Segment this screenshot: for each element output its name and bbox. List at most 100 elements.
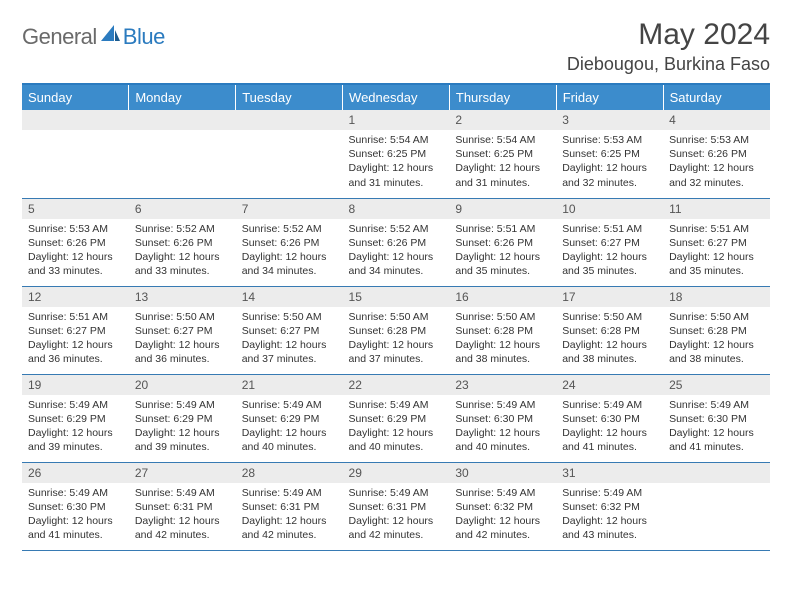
day-details: Sunrise: 5:51 AMSunset: 6:26 PMDaylight:… [449, 219, 556, 283]
sunset-line: Sunset: 6:25 PM [455, 147, 550, 161]
sunrise-line: Sunrise: 5:54 AM [349, 133, 444, 147]
daylight-line: Daylight: 12 hours and 43 minutes. [562, 514, 657, 542]
day-details: Sunrise: 5:49 AMSunset: 6:29 PMDaylight:… [129, 395, 236, 459]
calendar-cell: 5Sunrise: 5:53 AMSunset: 6:26 PMDaylight… [22, 198, 129, 286]
logo-text-general: General [22, 24, 97, 50]
daylight-line: Daylight: 12 hours and 32 minutes. [669, 161, 764, 189]
day-number: 13 [129, 287, 236, 307]
calendar-cell: 8Sunrise: 5:52 AMSunset: 6:26 PMDaylight… [343, 198, 450, 286]
calendar-cell: 27Sunrise: 5:49 AMSunset: 6:31 PMDayligh… [129, 462, 236, 550]
day-header: Wednesday [343, 84, 450, 110]
sunset-line: Sunset: 6:27 PM [242, 324, 337, 338]
day-details: Sunrise: 5:49 AMSunset: 6:31 PMDaylight:… [129, 483, 236, 547]
day-details: Sunrise: 5:51 AMSunset: 6:27 PMDaylight:… [22, 307, 129, 371]
daylight-line: Daylight: 12 hours and 40 minutes. [455, 426, 550, 454]
sunrise-line: Sunrise: 5:49 AM [349, 486, 444, 500]
daylight-line: Daylight: 12 hours and 38 minutes. [455, 338, 550, 366]
day-number: 22 [343, 375, 450, 395]
sunset-line: Sunset: 6:31 PM [349, 500, 444, 514]
day-header: Sunday [22, 84, 129, 110]
day-number: 23 [449, 375, 556, 395]
calendar-cell: 29Sunrise: 5:49 AMSunset: 6:31 PMDayligh… [343, 462, 450, 550]
sunset-line: Sunset: 6:29 PM [135, 412, 230, 426]
day-details: Sunrise: 5:49 AMSunset: 6:31 PMDaylight:… [343, 483, 450, 547]
day-details: Sunrise: 5:50 AMSunset: 6:28 PMDaylight:… [343, 307, 450, 371]
daylight-line: Daylight: 12 hours and 40 minutes. [349, 426, 444, 454]
sunrise-line: Sunrise: 5:52 AM [135, 222, 230, 236]
calendar-cell: 23Sunrise: 5:49 AMSunset: 6:30 PMDayligh… [449, 374, 556, 462]
sunrise-line: Sunrise: 5:51 AM [28, 310, 123, 324]
sunrise-line: Sunrise: 5:50 AM [562, 310, 657, 324]
sunrise-line: Sunrise: 5:52 AM [242, 222, 337, 236]
page-subtitle: Diebougou, Burkina Faso [567, 54, 770, 75]
day-details: Sunrise: 5:49 AMSunset: 6:29 PMDaylight:… [236, 395, 343, 459]
sunrise-line: Sunrise: 5:49 AM [562, 398, 657, 412]
sunrise-line: Sunrise: 5:49 AM [242, 486, 337, 500]
sunrise-line: Sunrise: 5:49 AM [669, 398, 764, 412]
day-number [129, 110, 236, 130]
daylight-line: Daylight: 12 hours and 41 minutes. [562, 426, 657, 454]
daylight-line: Daylight: 12 hours and 31 minutes. [455, 161, 550, 189]
day-details: Sunrise: 5:51 AMSunset: 6:27 PMDaylight:… [556, 219, 663, 283]
sunset-line: Sunset: 6:32 PM [455, 500, 550, 514]
calendar-cell [663, 462, 770, 550]
calendar-week-row: 19Sunrise: 5:49 AMSunset: 6:29 PMDayligh… [22, 374, 770, 462]
day-number: 30 [449, 463, 556, 483]
daylight-line: Daylight: 12 hours and 38 minutes. [669, 338, 764, 366]
sunrise-line: Sunrise: 5:49 AM [455, 486, 550, 500]
sunset-line: Sunset: 6:25 PM [562, 147, 657, 161]
daylight-line: Daylight: 12 hours and 40 minutes. [242, 426, 337, 454]
daylight-line: Daylight: 12 hours and 39 minutes. [28, 426, 123, 454]
sunrise-line: Sunrise: 5:51 AM [562, 222, 657, 236]
calendar-cell: 3Sunrise: 5:53 AMSunset: 6:25 PMDaylight… [556, 110, 663, 198]
sunset-line: Sunset: 6:26 PM [242, 236, 337, 250]
day-number: 17 [556, 287, 663, 307]
day-details: Sunrise: 5:49 AMSunset: 6:30 PMDaylight:… [663, 395, 770, 459]
day-details: Sunrise: 5:54 AMSunset: 6:25 PMDaylight:… [343, 130, 450, 194]
sunrise-line: Sunrise: 5:49 AM [455, 398, 550, 412]
day-details: Sunrise: 5:53 AMSunset: 6:26 PMDaylight:… [22, 219, 129, 283]
sunrise-line: Sunrise: 5:50 AM [669, 310, 764, 324]
sunset-line: Sunset: 6:26 PM [135, 236, 230, 250]
calendar-cell [22, 110, 129, 198]
sunrise-line: Sunrise: 5:49 AM [135, 486, 230, 500]
daylight-line: Daylight: 12 hours and 33 minutes. [28, 250, 123, 278]
sunrise-line: Sunrise: 5:50 AM [135, 310, 230, 324]
sunset-line: Sunset: 6:28 PM [562, 324, 657, 338]
calendar-cell: 24Sunrise: 5:49 AMSunset: 6:30 PMDayligh… [556, 374, 663, 462]
calendar-cell: 16Sunrise: 5:50 AMSunset: 6:28 PMDayligh… [449, 286, 556, 374]
day-number [236, 110, 343, 130]
day-details: Sunrise: 5:50 AMSunset: 6:27 PMDaylight:… [129, 307, 236, 371]
daylight-line: Daylight: 12 hours and 36 minutes. [135, 338, 230, 366]
day-details: Sunrise: 5:50 AMSunset: 6:28 PMDaylight:… [556, 307, 663, 371]
day-number: 18 [663, 287, 770, 307]
sunset-line: Sunset: 6:30 PM [28, 500, 123, 514]
sunrise-line: Sunrise: 5:49 AM [562, 486, 657, 500]
daylight-line: Daylight: 12 hours and 35 minutes. [562, 250, 657, 278]
calendar-cell: 30 Sunrise: 5:49 AMSunset: 6:32 PMDayligh… [449, 462, 556, 550]
daylight-line: Daylight: 12 hours and 41 minutes. [669, 426, 764, 454]
day-details: Sunrise: 5:49 AMSunset: 6:30 PMDaylight:… [556, 395, 663, 459]
sunset-line: Sunset: 6:27 PM [28, 324, 123, 338]
sunrise-line: Sunrise: 5:49 AM [28, 486, 123, 500]
day-number: 9 [449, 199, 556, 219]
calendar-cell: 4Sunrise: 5:53 AMSunset: 6:26 PMDaylight… [663, 110, 770, 198]
day-details: Sunrise: 5:52 AMSunset: 6:26 PMDaylight:… [129, 219, 236, 283]
daylight-line: Daylight: 12 hours and 42 minutes. [455, 514, 550, 542]
day-number: 6 [129, 199, 236, 219]
day-details: Sunrise: 5:50 AMSunset: 6:28 PMDaylight:… [663, 307, 770, 371]
day-number: 24 [556, 375, 663, 395]
calendar-cell [129, 110, 236, 198]
logo-text-blue: Blue [123, 24, 165, 50]
calendar-cell: 11Sunrise: 5:51 AMSunset: 6:27 PMDayligh… [663, 198, 770, 286]
daylight-line: Daylight: 12 hours and 35 minutes. [669, 250, 764, 278]
day-header: Thursday [449, 84, 556, 110]
header: General Blue May 2024 Diebougou, Burkina… [22, 18, 770, 75]
day-number: 7 [236, 199, 343, 219]
calendar-week-row: 5Sunrise: 5:53 AMSunset: 6:26 PMDaylight… [22, 198, 770, 286]
day-number: 25 [663, 375, 770, 395]
calendar-cell: 19Sunrise: 5:49 AMSunset: 6:29 PMDayligh… [22, 374, 129, 462]
calendar-table: SundayMondayTuesdayWednesdayThursdayFrid… [22, 83, 770, 551]
day-header-row: SundayMondayTuesdayWednesdayThursdayFrid… [22, 84, 770, 110]
day-details: Sunrise: 5:49 AMSunset: 6:30 PMDaylight:… [22, 483, 129, 547]
